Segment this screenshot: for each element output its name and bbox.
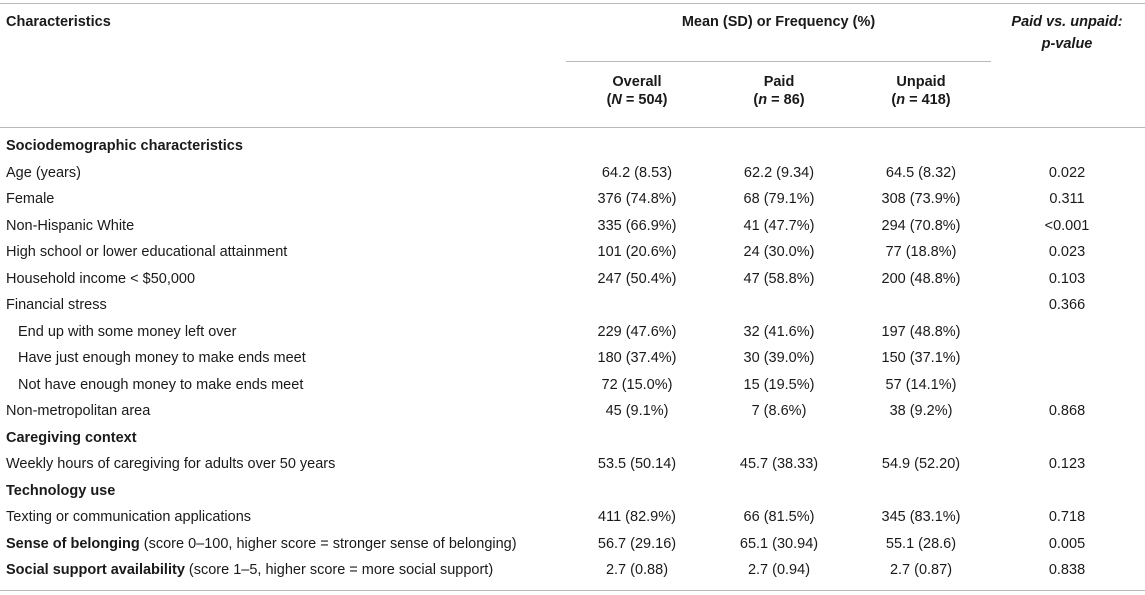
- column-n-text: = 418): [905, 92, 951, 108]
- cell-paid: 66 (81.5%): [743, 509, 815, 525]
- row-label-bold: Sense of belonging: [6, 535, 140, 552]
- cell-p: 0.005: [1048, 535, 1086, 552]
- cell-p: <0.001: [1044, 217, 1090, 234]
- cell-overall: 335 (66.9%): [597, 217, 677, 234]
- cell-paid: 32 (41.6%): [743, 323, 815, 340]
- cell-overall: 376 (74.8%): [597, 191, 677, 207]
- cell-unpaid: 294 (70.8%): [881, 217, 961, 234]
- cell-overall: 64.2 (8.53): [601, 164, 673, 181]
- cell-paid: 24 (30.0%): [743, 244, 815, 260]
- header-pvalue-line1: Paid vs. unpaid:: [1011, 14, 1123, 30]
- cell-unpaid: 200 (48.8%): [881, 270, 961, 287]
- column-n-symbol: N: [611, 92, 622, 108]
- column-label: Paid: [763, 74, 795, 90]
- cell-paid: 2.7 (0.94): [747, 562, 811, 578]
- cell-overall: 56.7 (29.16): [597, 535, 677, 552]
- cell-overall: 247 (50.4%): [597, 270, 677, 287]
- column-label: Unpaid: [896, 74, 946, 90]
- row-label: Non-metropolitan area: [6, 403, 151, 419]
- row-label: Non-Hispanic White: [6, 217, 135, 234]
- cell-overall: 2.7 (0.88): [605, 562, 669, 578]
- cell-p: 0.718: [1048, 509, 1086, 525]
- row-label: Age (years): [6, 164, 81, 181]
- cell-p: 0.838: [1048, 562, 1086, 578]
- cell-unpaid: 57 (14.1%): [885, 376, 957, 393]
- row-label: Financial stress: [6, 297, 107, 313]
- cell-unpaid: 54.9 (52.20): [881, 456, 961, 472]
- row-label: Not have enough money to make ends meet: [18, 376, 304, 393]
- header-pvalue-line2: p-value: [1041, 36, 1093, 52]
- column-n: (n = 86): [753, 92, 805, 108]
- cell-paid: 45.7 (38.33): [739, 456, 819, 472]
- cell-overall: 411 (82.9%): [598, 509, 676, 525]
- cell-paid: 7 (8.6%): [751, 403, 807, 419]
- column-n: (n = 418): [891, 92, 951, 108]
- cell-paid: 62.2 (9.34): [743, 164, 815, 181]
- cell-paid: 68 (79.1%): [743, 191, 815, 207]
- header-bottom-rule: [0, 127, 1145, 128]
- cell-p: 0.022: [1048, 164, 1086, 181]
- cell-overall: 53.5 (50.14): [597, 456, 677, 472]
- column-n-text: = 504): [621, 92, 668, 108]
- row-label: Texting or communication applications: [6, 509, 252, 525]
- section-heading: Sociodemographic characteristics: [6, 138, 243, 154]
- section-heading: Technology use: [6, 482, 116, 499]
- cell-unpaid: 2.7 (0.87): [889, 562, 953, 578]
- row-label: Weekly hours of caregiving for adults ov…: [6, 456, 336, 472]
- cell-p: 0.311: [1049, 191, 1085, 207]
- cell-p: 0.366: [1048, 297, 1086, 313]
- cell-unpaid: 38 (9.2%): [889, 403, 953, 419]
- column-label: Overall: [612, 74, 662, 90]
- row-label: Female: [6, 191, 55, 207]
- cell-unpaid: 197 (48.8%): [881, 323, 961, 340]
- cell-overall: 101 (20.6%): [597, 244, 677, 260]
- cell-overall: 229 (47.6%): [597, 323, 677, 340]
- section-heading: Caregiving context: [6, 429, 137, 446]
- cell-unpaid: 150 (37.1%): [881, 350, 961, 366]
- header-characteristics: Characteristics: [6, 14, 111, 30]
- row-label-detail: (score 1–5, higher score = more social s…: [184, 562, 494, 578]
- row-label: Household income < $50,000: [6, 270, 196, 287]
- row-label-detail: (score 0–100, higher score = stronger se…: [139, 535, 517, 552]
- row-label-bold: Social support availability: [6, 562, 185, 578]
- cell-unpaid: 64.5 (8.32): [885, 164, 957, 181]
- cell-paid: 41 (47.7%): [743, 217, 815, 234]
- row-label: High school or lower educational attainm…: [6, 244, 288, 260]
- top-rule: [0, 3, 1145, 4]
- cell-paid: 30 (39.0%): [743, 350, 815, 366]
- column-n: (N = 504): [606, 92, 668, 108]
- cell-p: 0.103: [1048, 270, 1086, 287]
- row-label: Sense of belonging (score 0–100, higher …: [6, 535, 517, 553]
- bottom-rule: [0, 590, 1145, 591]
- cell-paid: 65.1 (30.94): [739, 535, 819, 552]
- cell-unpaid: 308 (73.9%): [881, 191, 961, 207]
- column-n-text: = 86): [767, 92, 805, 108]
- row-label: Have just enough money to make ends meet: [18, 350, 306, 366]
- column-header-overall: Overall (N = 504): [566, 73, 708, 109]
- column-header-paid: Paid (n = 86): [708, 73, 850, 109]
- cell-paid: 15 (19.5%): [743, 376, 815, 393]
- column-header-unpaid: Unpaid (n = 418): [850, 73, 992, 109]
- cell-p: 0.868: [1048, 403, 1086, 419]
- header-group-label: Mean (SD) or Frequency (%): [681, 14, 876, 30]
- column-n-symbol: n: [758, 92, 768, 108]
- column-n-symbol: n: [896, 92, 906, 108]
- cell-overall: 180 (37.4%): [597, 350, 677, 366]
- cell-unpaid: 77 (18.8%): [885, 244, 957, 260]
- row-label: Social support availability (score 1–5, …: [6, 561, 493, 579]
- cell-unpaid: 345 (83.1%): [881, 509, 961, 525]
- cell-paid: 47 (58.8%): [743, 270, 815, 287]
- group-rule: [566, 61, 991, 62]
- row-label: End up with some money left over: [18, 323, 237, 340]
- cell-p: 0.023: [1048, 244, 1086, 260]
- cell-p: 0.123: [1048, 456, 1086, 472]
- cell-overall: 72 (15.0%): [601, 376, 673, 393]
- cell-overall: 45 (9.1%): [605, 403, 669, 419]
- cell-unpaid: 55.1 (28.6): [885, 535, 957, 552]
